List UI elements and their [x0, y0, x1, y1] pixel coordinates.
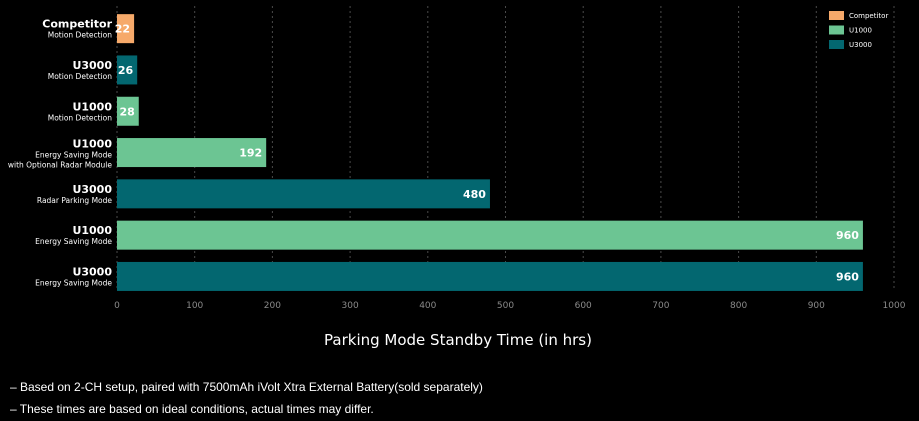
category-sublabel: Motion Detection	[48, 113, 112, 122]
category-sublabel: Motion Detection	[48, 31, 112, 40]
legend-label: Competitor	[849, 12, 888, 20]
tick-label: 200	[264, 301, 281, 311]
tick-label: 600	[575, 301, 592, 311]
tick-label: 400	[419, 301, 436, 311]
legend-swatch	[829, 40, 844, 49]
category-label: U3000	[72, 59, 112, 72]
tick-label: 500	[497, 301, 514, 311]
bar-value-label: 26	[118, 64, 134, 77]
category-label: U3000	[72, 265, 112, 278]
tick-label: 300	[342, 301, 359, 311]
bar-value-label: 480	[463, 188, 486, 201]
category-sublabel: Motion Detection	[48, 72, 112, 81]
bar-value-label: 960	[836, 270, 859, 283]
bar-value-label: 192	[239, 147, 262, 160]
category-label: Competitor	[42, 18, 112, 31]
legend: Competitor U1000 U3000	[829, 11, 888, 49]
bar	[117, 179, 490, 209]
tick-label: 700	[652, 301, 669, 311]
legend-label: U1000	[849, 27, 872, 35]
bar	[117, 138, 267, 168]
tick-label: 0	[114, 301, 120, 311]
legend-swatch	[829, 11, 844, 20]
bar	[117, 96, 139, 126]
bar	[117, 261, 863, 291]
bars: 22 26 28 192 480 960 960	[115, 14, 863, 291]
category-label: U1000	[72, 224, 112, 237]
footnotes: – Based on 2-CH setup, paired with 7500m…	[10, 376, 483, 420]
tick-label: 1000	[883, 301, 906, 311]
legend-swatch	[829, 25, 844, 35]
category-sublabel: Energy Saving Mode	[35, 151, 112, 160]
tick-label: 800	[730, 301, 747, 311]
bar	[117, 55, 138, 85]
tick-label: 100	[186, 301, 203, 311]
x-axis-ticks: 0 100 200 300 400 500 600 700 800 900 1000	[114, 301, 906, 311]
footnote: – Based on 2-CH setup, paired with 7500m…	[10, 380, 483, 394]
category-sublabel: Energy Saving Mode	[35, 278, 112, 287]
bar	[117, 220, 863, 250]
category-label: U3000	[72, 183, 112, 196]
bar-value-label: 22	[115, 23, 130, 36]
bar	[117, 14, 135, 44]
category-sublabel: Energy Saving Mode	[35, 237, 112, 246]
category-label: U1000	[72, 138, 112, 151]
x-axis-title: Parking Mode Standby Time (in hrs)	[324, 331, 592, 349]
category-label: U1000	[72, 100, 112, 113]
tick-label: 900	[808, 301, 825, 311]
legend-label: U3000	[849, 41, 872, 49]
bar-value-label: 960	[836, 229, 859, 242]
category-sublabel: with Optional Radar Module	[8, 161, 113, 170]
category-sublabel: Radar Parking Mode	[37, 196, 112, 205]
footnote: – These times are based on ideal conditi…	[10, 402, 374, 416]
bar-value-label: 28	[119, 105, 134, 118]
